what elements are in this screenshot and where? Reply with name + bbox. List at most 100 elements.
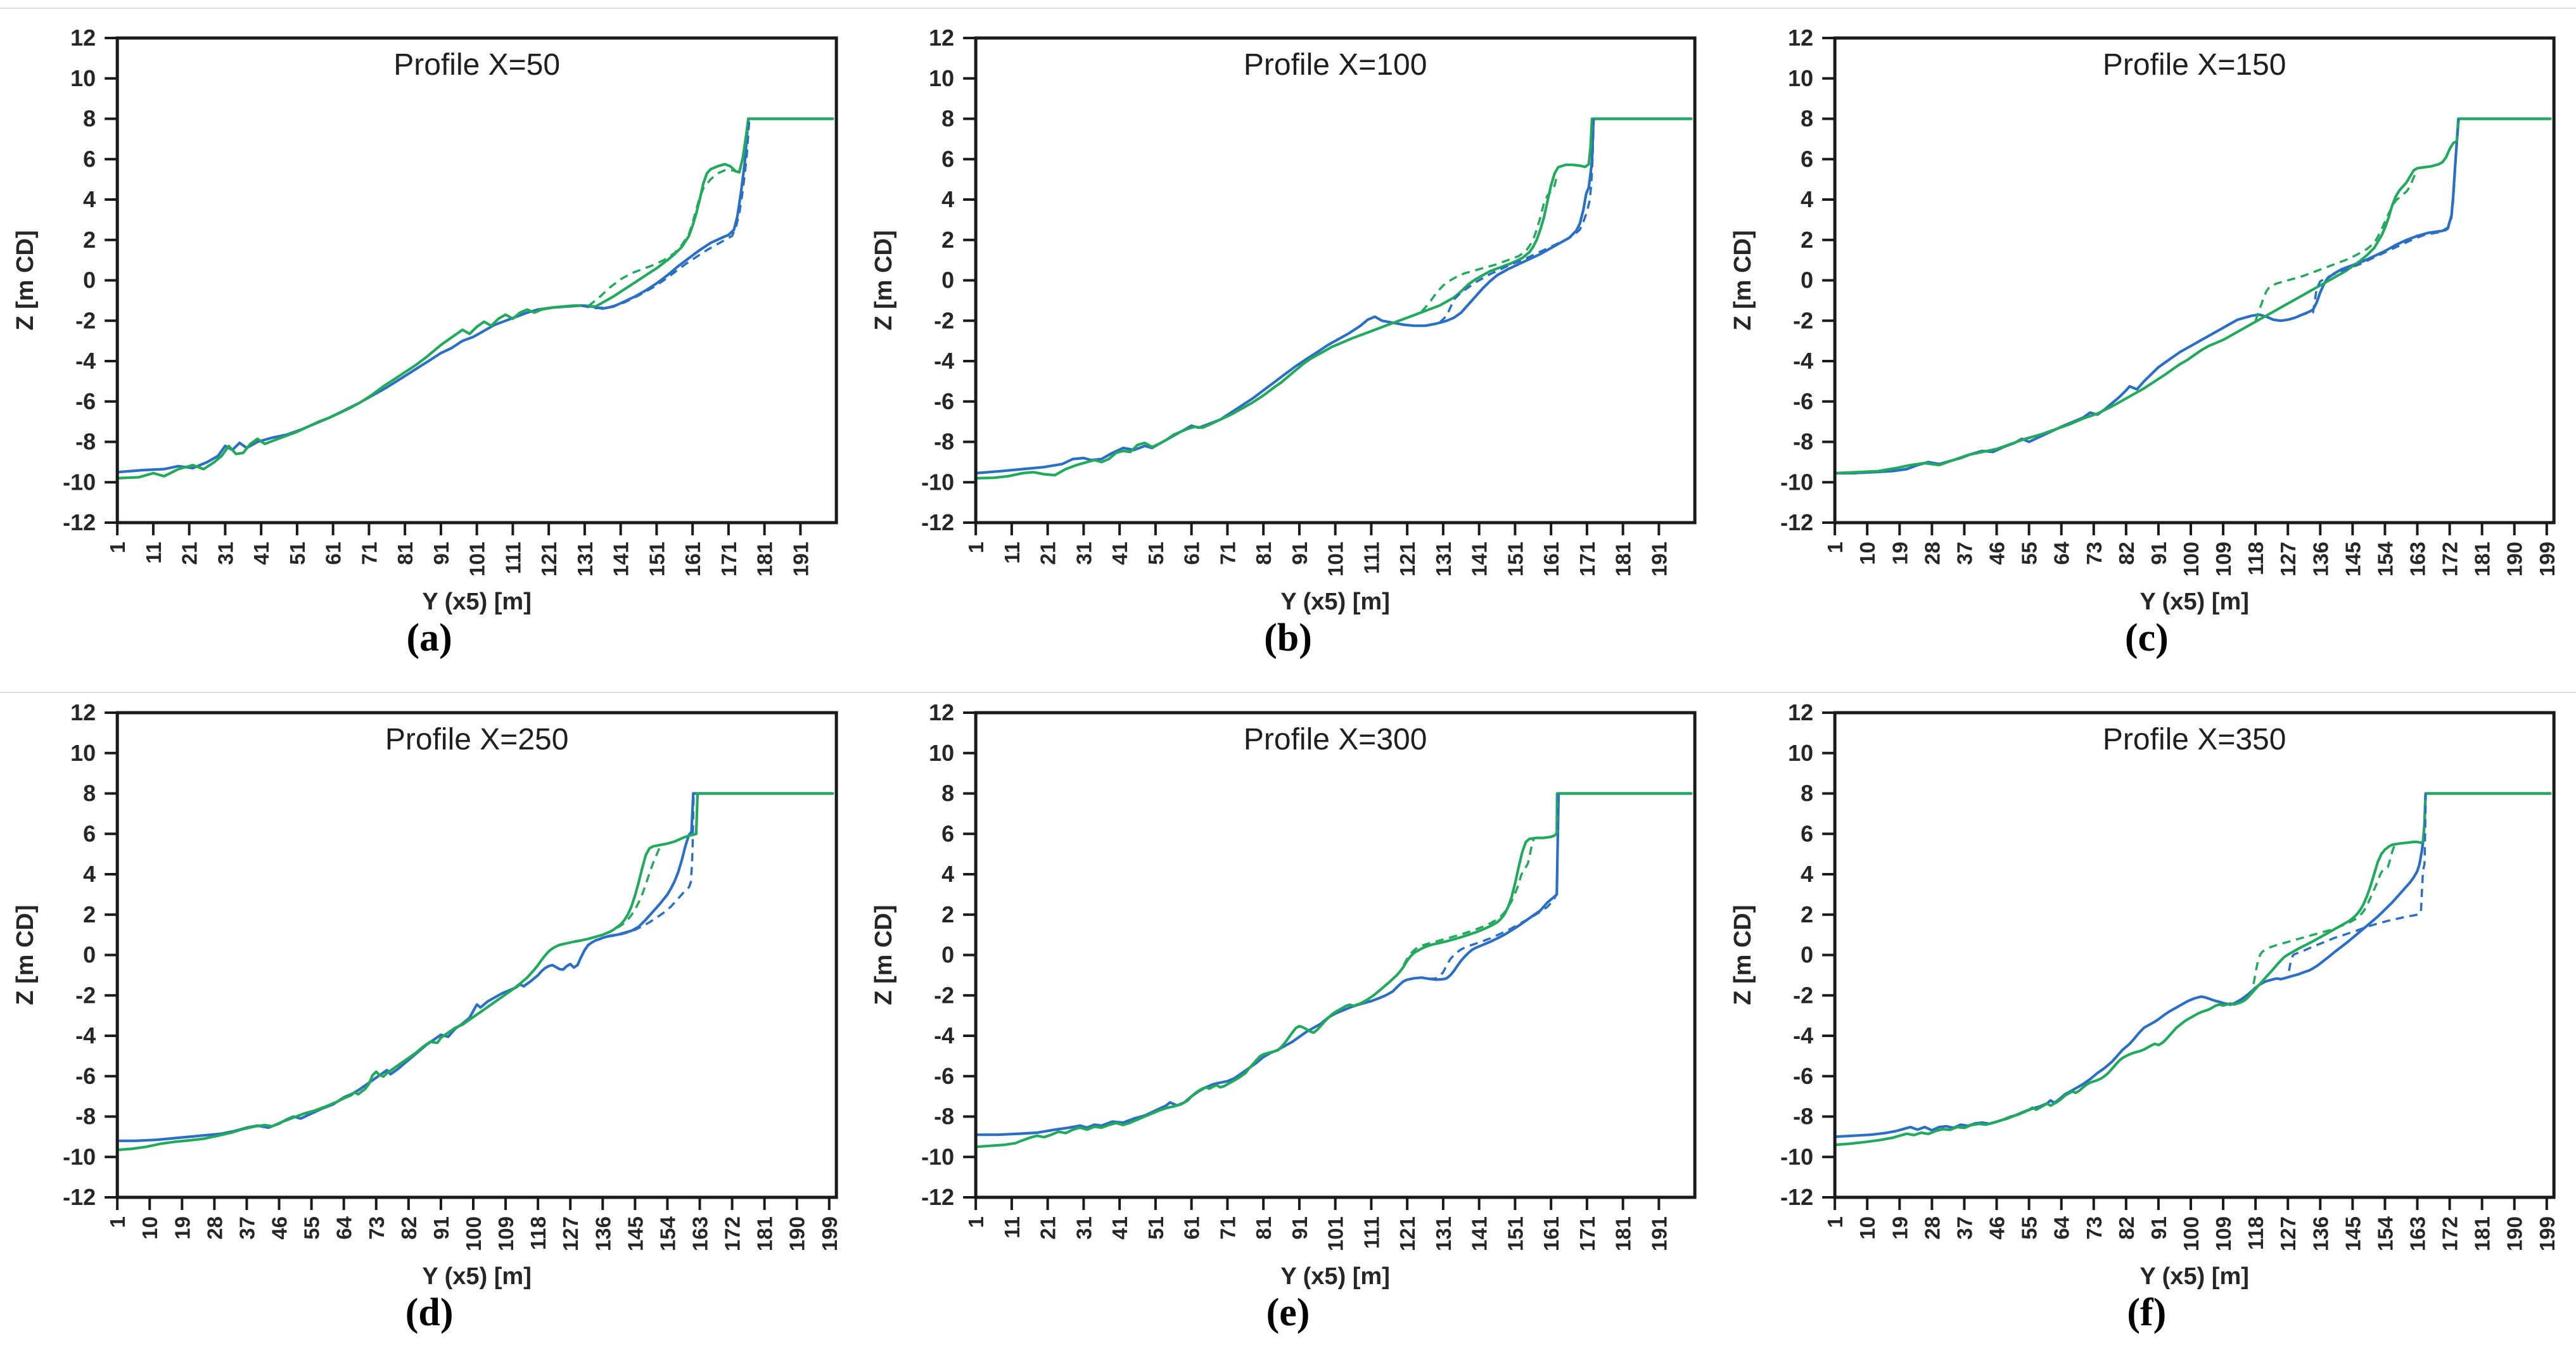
x-tick-label: 91 bbox=[2147, 1216, 2171, 1240]
x-tick-label: 121 bbox=[1396, 542, 1419, 576]
x-axis-label: Y (x5) [m] bbox=[1281, 1263, 1390, 1290]
x-tick-label: 51 bbox=[1144, 1216, 1168, 1240]
x-tick-label: 1 bbox=[1823, 1216, 1847, 1228]
x-tick-label: 127 bbox=[559, 1216, 582, 1251]
x-tick-label: 46 bbox=[1985, 1216, 2008, 1240]
x-tick-label: 145 bbox=[2341, 542, 2364, 576]
y-axis-label: Z [m CD] bbox=[12, 230, 39, 330]
y-tick-label: -6 bbox=[934, 388, 954, 414]
x-tick-label: 151 bbox=[1504, 542, 1527, 576]
y-tick-label: -10 bbox=[63, 469, 96, 495]
y-tick-label: -6 bbox=[934, 1063, 954, 1089]
chart-title: Profile X=100 bbox=[1244, 48, 1427, 82]
y-tick-label: 4 bbox=[1801, 861, 1813, 887]
y-tick-label: -10 bbox=[1780, 469, 1813, 495]
y-tick-label: -2 bbox=[934, 307, 954, 333]
y-tick-label: -6 bbox=[1793, 1063, 1813, 1089]
y-tick-label: -4 bbox=[75, 1022, 96, 1048]
y-tick-label: -6 bbox=[1793, 388, 1813, 414]
x-tick-label: 141 bbox=[609, 542, 633, 576]
x-tick-label: 55 bbox=[2017, 542, 2041, 565]
y-tick-label: 0 bbox=[1801, 942, 1813, 968]
y-tick-label: -12 bbox=[63, 509, 96, 535]
y-tick-label: -8 bbox=[1793, 429, 1813, 455]
profile-chart-panel-e: 12 10 8 6 4 2 0 -2 -4 -6 -8 -10 -12 1 11 21 31 41 51 61 71 81… bbox=[858, 675, 1717, 1350]
x-tick-label: 131 bbox=[1432, 542, 1455, 576]
y-tick-label: 8 bbox=[941, 106, 954, 132]
y-axis-label: Z [m CD] bbox=[1730, 905, 1756, 1005]
y-tick-label: 10 bbox=[70, 65, 96, 91]
profile-chart-panel-d: 12 10 8 6 4 2 0 -2 -4 -6 -8 -10 -12 1 10 19 28 37 46 55 64 73… bbox=[0, 675, 858, 1350]
series-green-solid bbox=[1833, 792, 2552, 1147]
x-tick-label: 190 bbox=[2503, 1216, 2526, 1251]
x-tick-label: 73 bbox=[365, 1216, 388, 1240]
series-blue-dashed bbox=[580, 118, 751, 310]
panel-caption-c: (c) bbox=[2124, 616, 2169, 659]
profile-chart-panel-c: 12 10 8 6 4 2 0 -2 -4 -6 -8 -10 -12 1 10 19 28 37 46 55 64 73… bbox=[1718, 0, 2576, 675]
y-tick-label: 0 bbox=[941, 942, 954, 968]
x-tick-label: 1 bbox=[106, 1216, 129, 1228]
y-tick-label: 6 bbox=[83, 820, 96, 846]
x-tick-label: 28 bbox=[1920, 542, 1944, 565]
series-blue-solid bbox=[1833, 117, 2552, 474]
x-tick-label: 55 bbox=[300, 1216, 324, 1240]
x-tick-label: 151 bbox=[645, 542, 668, 576]
x-tick-label: 10 bbox=[1856, 1216, 1879, 1240]
chart-title: Profile X=300 bbox=[1244, 723, 1427, 756]
x-tick-label: 172 bbox=[721, 1216, 744, 1251]
x-tick-label: 111 bbox=[501, 542, 525, 574]
x-tick-label: 91 bbox=[430, 542, 453, 565]
x-tick-label: 136 bbox=[591, 1216, 615, 1251]
x-tick-label: 191 bbox=[1648, 1216, 1671, 1251]
x-tick-label: 19 bbox=[1888, 542, 1911, 565]
profile-chart-panel-f: 12 10 8 6 4 2 0 -2 -4 -6 -8 -10 -12 1 10 19 28 37 46 55 64 73… bbox=[1718, 675, 2576, 1350]
x-tick-label: 118 bbox=[2244, 542, 2267, 575]
chart-title: Profile X=50 bbox=[393, 48, 560, 82]
x-tick-label: 37 bbox=[1953, 1216, 1976, 1240]
plot-border bbox=[974, 36, 1697, 525]
x-tick-label: 10 bbox=[1856, 542, 1879, 565]
series-green-dashed bbox=[587, 169, 738, 307]
x-tick-label: 41 bbox=[250, 542, 273, 565]
x-tick-label: 1 bbox=[964, 1216, 988, 1228]
chart-title: Profile X=250 bbox=[385, 723, 569, 756]
x-axis-label: Y (x5) [m] bbox=[422, 1263, 531, 1290]
x-tick-label: 181 bbox=[2470, 542, 2494, 576]
y-tick-label: -8 bbox=[75, 1104, 96, 1130]
y-axis-label: Z [m CD] bbox=[1730, 230, 1756, 330]
panel-caption-f: (f) bbox=[2127, 1291, 2167, 1334]
y-tick-label: -4 bbox=[934, 348, 954, 374]
y-tick-label: 0 bbox=[83, 267, 96, 293]
x-tick-label: 163 bbox=[689, 1216, 712, 1251]
y-tick-label: 2 bbox=[941, 227, 954, 253]
plot-border bbox=[115, 36, 838, 525]
x-tick-label: 181 bbox=[2470, 1216, 2494, 1251]
y-tick-label: 6 bbox=[1801, 820, 1813, 846]
x-tick-label: 181 bbox=[1612, 542, 1635, 576]
row-divider-middle bbox=[0, 692, 2576, 693]
x-tick-label: 161 bbox=[1540, 1216, 1563, 1251]
y-tick-label: 8 bbox=[83, 106, 96, 132]
x-tick-label: 161 bbox=[1540, 542, 1563, 576]
x-tick-label: 41 bbox=[1108, 1216, 1132, 1240]
row-divider-top bbox=[0, 8, 2576, 9]
x-tick-label: 109 bbox=[494, 1216, 518, 1251]
profile-chart-panel-a: 12 10 8 6 4 2 0 -2 -4 -6 -8 -10 -12 1 11 21 31 41 51 61 71 81… bbox=[0, 0, 858, 675]
panel-caption-a: (a) bbox=[406, 616, 452, 659]
series-green-solid bbox=[116, 792, 834, 1152]
y-tick-label: 0 bbox=[941, 267, 954, 293]
x-tick-label: 71 bbox=[1216, 542, 1240, 565]
y-tick-label: 12 bbox=[70, 25, 96, 51]
x-tick-label: 21 bbox=[178, 542, 201, 565]
x-tick-label: 121 bbox=[537, 542, 561, 576]
x-tick-label: 21 bbox=[1036, 1216, 1060, 1240]
plot-border bbox=[974, 711, 1697, 1199]
x-tick-label: 11 bbox=[1000, 1216, 1024, 1239]
x-tick-label: 141 bbox=[1468, 542, 1491, 576]
y-tick-label: -10 bbox=[1780, 1143, 1813, 1169]
